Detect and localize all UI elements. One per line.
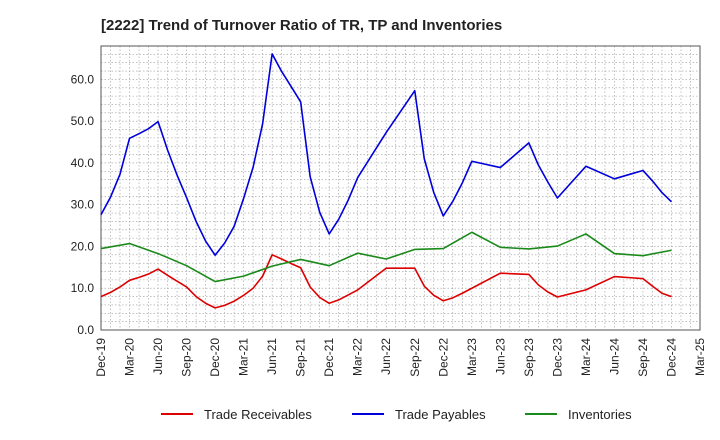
legend-label-trade-receivables: Trade Receivables bbox=[204, 407, 312, 422]
x-tick-label: Mar-24 bbox=[579, 338, 593, 376]
y-tick-label: 40.0 bbox=[71, 156, 95, 170]
x-tick-label: Sep-24 bbox=[636, 338, 650, 377]
x-tick-label: Sep-23 bbox=[522, 338, 536, 377]
x-tick-label: Jun-24 bbox=[607, 338, 621, 375]
y-tick-label: 20.0 bbox=[71, 239, 95, 253]
x-tick-label: Dec-21 bbox=[322, 338, 336, 377]
plot-area: 0.0 10.0 20.0 30.0 40.0 50.0 60.0 Dec-19 Mar-20 J… bbox=[71, 45, 707, 377]
x-tick-label: Dec-20 bbox=[208, 338, 222, 377]
y-tick-label: 10.0 bbox=[71, 281, 95, 295]
x-tick-label: Mar-20 bbox=[123, 338, 137, 376]
x-tick-label: Mar-21 bbox=[237, 338, 251, 376]
x-tick-label: Mar-22 bbox=[351, 338, 365, 376]
y-tick-label: 30.0 bbox=[71, 198, 95, 212]
legend-label-trade-payables: Trade Payables bbox=[395, 407, 486, 422]
plot-background bbox=[101, 46, 700, 330]
x-tick-label: Jun-20 bbox=[151, 338, 165, 375]
plot-frame bbox=[100, 45, 701, 331]
series-line-trade-receivables bbox=[100, 254, 672, 309]
y-tick-label: 50.0 bbox=[71, 114, 95, 128]
series-line-inventories bbox=[100, 231, 672, 283]
y-tick-label: 60.0 bbox=[71, 72, 95, 86]
legend-label-inventories: Inventories bbox=[568, 407, 632, 422]
x-tick-label: Dec-24 bbox=[664, 338, 678, 377]
x-tick-label: Mar-25 bbox=[693, 338, 707, 376]
y-tick-label: 0.0 bbox=[77, 323, 94, 337]
x-tick-label: Sep-20 bbox=[180, 338, 194, 377]
x-tick-label: Jun-22 bbox=[379, 338, 393, 375]
x-tick-label: Dec-19 bbox=[94, 338, 108, 377]
x-tick-label: Sep-22 bbox=[408, 338, 422, 377]
x-tick-label: Jun-23 bbox=[493, 338, 507, 375]
x-tick-label: Mar-23 bbox=[465, 338, 479, 376]
chart-title: [2222] Trend of Turnover Ratio of TR, TP… bbox=[101, 17, 502, 34]
x-tick-label: Sep-21 bbox=[294, 338, 308, 377]
x-tick-label: Dec-22 bbox=[436, 338, 450, 377]
series-line-trade-payables bbox=[100, 53, 673, 257]
x-tick-label: Dec-23 bbox=[550, 338, 564, 377]
x-tick-label: Jun-21 bbox=[265, 338, 279, 375]
legend: Trade Receivables Trade Payables Inventori… bbox=[161, 407, 632, 422]
